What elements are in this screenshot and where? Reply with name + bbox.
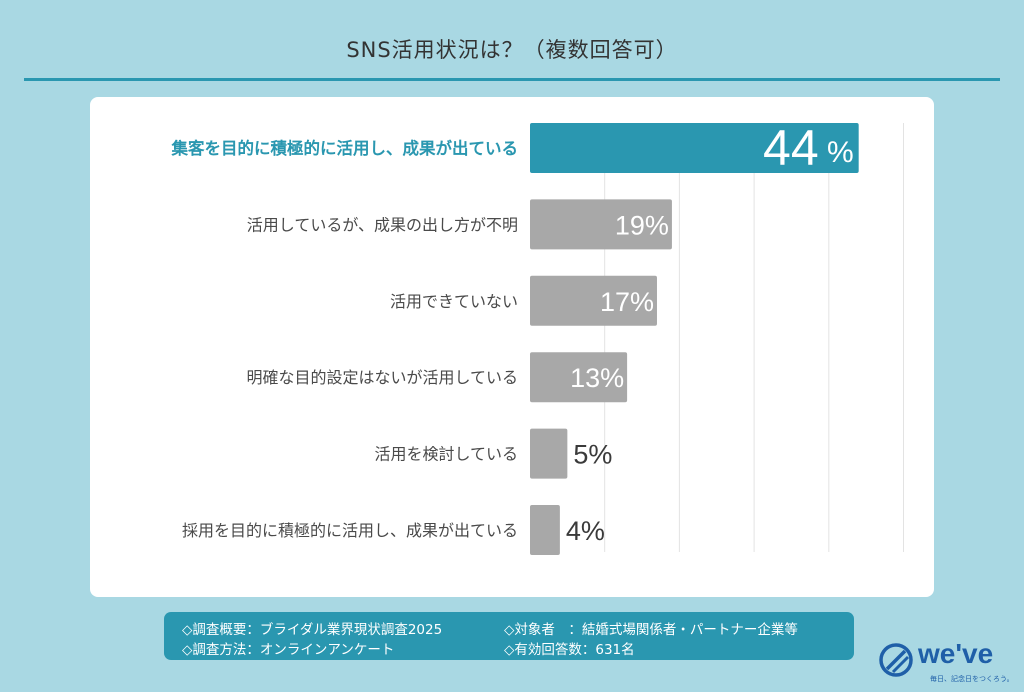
category-label: 採用を目的に積極的に活用し、成果が出ている bbox=[182, 521, 518, 540]
data-label: 13% bbox=[570, 363, 624, 393]
logo-mark-icon bbox=[879, 643, 913, 677]
category-label: 明確な目的設定はないが活用している bbox=[246, 368, 518, 387]
bar-chart: 集客を目的に積極的に活用し、成果が出ている 44 % 活用しているが、成果の出し方が不… bbox=[171, 120, 904, 555]
bar bbox=[530, 352, 628, 403]
data-label: 17% bbox=[600, 287, 654, 317]
title-underline bbox=[24, 78, 1000, 81]
data-label: 19% bbox=[615, 210, 669, 240]
logo-tagline: 毎日、記念日をつくろう。 bbox=[930, 675, 1014, 683]
survey-summary: ◇調査概要：ブライダル業界現状調査2025 bbox=[182, 622, 443, 638]
bar bbox=[530, 123, 859, 173]
bar bbox=[530, 505, 560, 555]
data-label: 44 bbox=[763, 120, 819, 176]
category-label: 活用できていない bbox=[390, 292, 518, 311]
category-label: 集客を目的に積極的に活用し、成果が出ている bbox=[171, 138, 519, 158]
data-label: 4% bbox=[566, 516, 605, 546]
survey-responses: ◇有効回答数：631名 bbox=[504, 642, 635, 658]
survey-method: ◇調査方法：オンラインアンケート bbox=[182, 642, 395, 658]
category-label: 活用しているが、成果の出し方が不明 bbox=[247, 215, 518, 234]
chart-title: SNS活用状況は？（複数回答可） bbox=[346, 38, 678, 62]
survey-target: ◇対象者 ：結婚式場関係者・パートナー企業等 bbox=[504, 622, 798, 638]
data-label-percent: % bbox=[827, 136, 854, 169]
bar bbox=[530, 428, 568, 479]
survey-info-box: ◇調査概要：ブライダル業界現状調査2025 ◇調査方法：オンラインアンケート ◇… bbox=[164, 612, 854, 660]
logo-wordmark: we've bbox=[918, 638, 994, 669]
weve-logo: we've 毎日、記念日をつくろう。 bbox=[878, 638, 1018, 690]
bar bbox=[530, 275, 657, 326]
bar bbox=[530, 199, 672, 250]
chart-panel bbox=[90, 97, 934, 597]
category-label: 活用を検討している bbox=[374, 445, 518, 464]
data-label: 5% bbox=[573, 440, 612, 470]
